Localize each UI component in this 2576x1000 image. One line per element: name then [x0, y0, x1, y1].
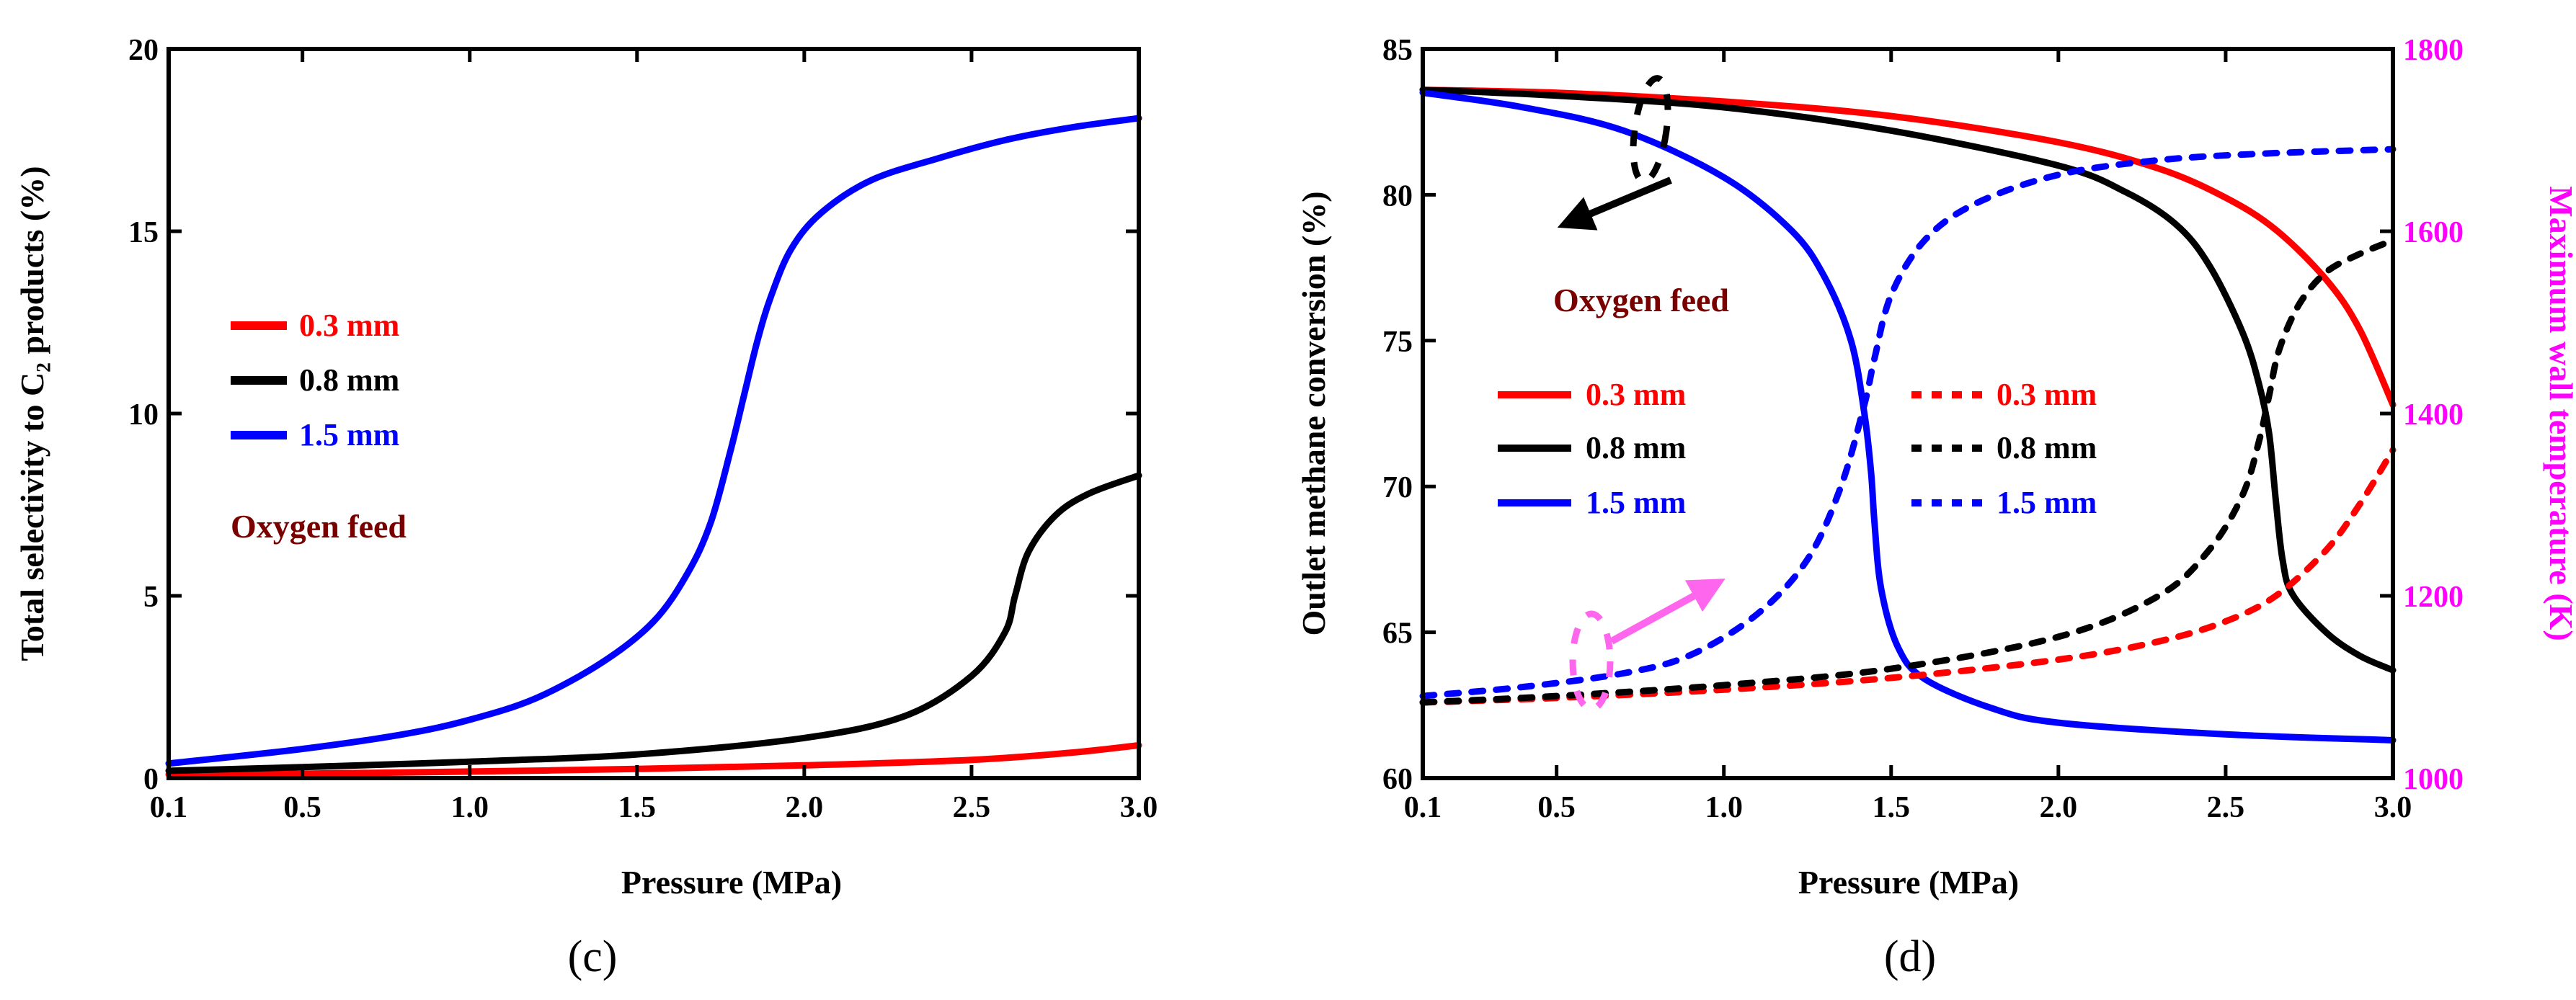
- marker-ellipse-conversion: [1630, 75, 1671, 184]
- panel-d-frame: [1421, 47, 2395, 780]
- panel-d-x-tick-label: 0.5: [1537, 791, 1576, 824]
- panel-c-plot-area: [165, 115, 1142, 778]
- legend-label-d-solid-0.8mm: 0.8 mm: [1586, 430, 1686, 465]
- panel-d-y2-axis-label: Maximum wall temperature (K): [2543, 186, 2576, 641]
- panel-d-y-tick-label: 70: [1382, 471, 1413, 504]
- panel-d-legend: 0.3 mm 0.8 mm 1.5 mm 0.3 mm 0.8 mm 1.5 m…: [1498, 377, 2097, 520]
- panel-d-x-tick-label: 2.0: [2040, 791, 2078, 824]
- panel-c-x-tick-label: 1.0: [450, 791, 489, 824]
- panel-c-series-solid-0.3mm: [165, 742, 1142, 778]
- legend-label-d-dotted-1.5mm: 1.5 mm: [1997, 485, 2097, 520]
- panel-d-series-solid-1.5mm: [1419, 89, 2397, 744]
- panel-d-x-tick-label: 2.5: [2207, 791, 2245, 824]
- panel-d: 0.1 0.5 1.0 1.5 2.0 2.5 3.0 60 65 70 75 80 85 1000 120…: [1295, 34, 2576, 981]
- panel-d-y-tick-label: 75: [1382, 326, 1413, 359]
- panel-c-series-solid-0.8mm: [165, 472, 1142, 774]
- panel-d-label: (d): [1884, 932, 1936, 981]
- panel-c-y-tick-label: 15: [128, 216, 159, 249]
- panel-d-y-tick-label: 65: [1382, 617, 1413, 651]
- panel-c: 0.1 0.5 1.0 1.5 2.0 2.5 3.0 0 5 10 15 20 Pressure (…: [14, 34, 1158, 981]
- legend-label-d-dotted-0.8mm: 0.8 mm: [1997, 430, 2097, 465]
- panel-d-x-tick-label: 1.5: [1873, 791, 1911, 824]
- panel-d-y2-tick-label: 1800: [2403, 34, 2464, 67]
- legend-label-d-dotted-0.3mm: 0.3 mm: [1997, 377, 2097, 412]
- arrow-to-left-axis-icon: [1557, 177, 1672, 231]
- panel-d-y-tick-label: 85: [1382, 34, 1413, 67]
- panel-c-label: (c): [568, 932, 618, 981]
- panel-d-series-solid-0.8mm: [1419, 86, 2397, 674]
- arrow-to-right-axis-icon: [1609, 579, 1726, 645]
- panel-d-y2-tick-label: 1400: [2403, 398, 2464, 432]
- panel-d-series-dotted-1.5mm: [1419, 146, 2397, 700]
- panel-c-y-tick-label: 20: [128, 34, 159, 67]
- panel-c-ticks: 0.1 0.5 1.0 1.5 2.0 2.5 3.0 0 5 10 15 20: [128, 34, 1158, 824]
- panel-d-series-dotted-0.8mm: [1419, 237, 2397, 706]
- panel-d-plot-area: [1419, 86, 2397, 744]
- panel-c-x-tick-label: 3.0: [1120, 791, 1158, 824]
- panel-c-annotation-oxygen-feed: Oxygen feed: [231, 508, 407, 545]
- panel-c-x-tick-label: 0.1: [150, 791, 188, 824]
- legend-label-c-0.3mm: 0.3 mm: [299, 308, 399, 343]
- panel-d-x-tick-label: 1.0: [1705, 791, 1743, 824]
- marker-ellipse-temperature: [1569, 610, 1614, 713]
- panel-d-y2-tick-label: 1200: [2403, 581, 2464, 614]
- panel-c-x-tick-label: 2.0: [786, 791, 824, 824]
- panel-c-x-tick-label: 1.5: [618, 791, 657, 824]
- panel-c-y-tick-label: 0: [143, 763, 159, 796]
- panel-c-legend: 0.3 mm 0.8 mm 1.5 mm: [231, 308, 399, 452]
- panel-d-x-tick-label: 0.1: [1404, 791, 1442, 824]
- panel-d-y-axis-label: Outlet methane conversion (%): [1295, 191, 1332, 635]
- legend-label-c-0.8mm: 0.8 mm: [299, 362, 399, 398]
- panel-c-x-axis-label: Pressure (MPa): [621, 864, 842, 901]
- panel-d-y-tick-label: 80: [1382, 179, 1413, 213]
- legend-label-d-solid-0.3mm: 0.3 mm: [1586, 377, 1686, 412]
- panel-c-y-axis-label: Total selectivity to C₂ products (%): [14, 166, 50, 661]
- panel-d-y2-tick-label: 1600: [2403, 216, 2464, 249]
- panel-d-y2-tick-label: 1000: [2403, 763, 2464, 796]
- panel-c-y-tick-label: 5: [143, 581, 159, 614]
- panel-d-x-tick-label: 3.0: [2374, 791, 2412, 824]
- panel-d-series-solid-0.3mm: [1419, 86, 2397, 409]
- panel-d-y-tick-label: 60: [1382, 763, 1413, 796]
- panel-c-y-tick-label: 10: [128, 398, 159, 432]
- panel-d-ticks: 0.1 0.5 1.0 1.5 2.0 2.5 3.0 60 65 70 75 80 85 1000 120…: [1382, 34, 2464, 824]
- panel-d-x-axis-label: Pressure (MPa): [1798, 864, 2019, 901]
- panel-d-annotation-oxygen-feed: Oxygen feed: [1553, 282, 1729, 318]
- panel-c-series-solid-1.5mm: [165, 115, 1142, 767]
- panel-c-x-tick-label: 0.5: [283, 791, 321, 824]
- legend-label-c-1.5mm: 1.5 mm: [299, 417, 399, 452]
- panel-c-x-tick-label: 2.5: [953, 791, 991, 824]
- panel-c-frame: [166, 47, 1141, 780]
- legend-label-d-solid-1.5mm: 1.5 mm: [1586, 485, 1686, 520]
